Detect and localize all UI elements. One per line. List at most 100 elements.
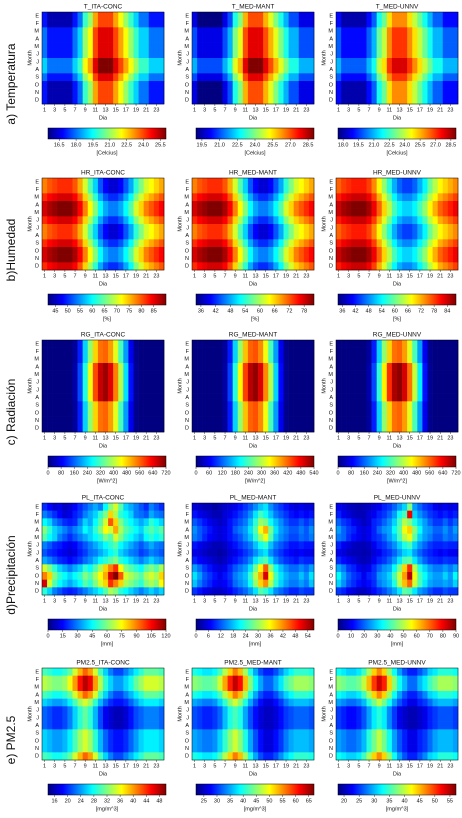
cell bbox=[391, 224, 398, 232]
cell bbox=[237, 178, 244, 186]
cell bbox=[82, 363, 89, 371]
cell bbox=[47, 370, 53, 379]
y-tick-label: S bbox=[185, 241, 189, 247]
cell bbox=[108, 363, 114, 371]
cell bbox=[87, 88, 94, 97]
cell bbox=[138, 386, 144, 394]
cell bbox=[288, 587, 294, 596]
cell bbox=[288, 416, 294, 425]
cell bbox=[217, 27, 223, 36]
cell bbox=[407, 216, 413, 225]
cell bbox=[422, 409, 428, 417]
cell bbox=[308, 752, 315, 761]
cell bbox=[371, 518, 377, 527]
x-tick-label: 21 bbox=[437, 598, 443, 604]
cell bbox=[133, 752, 139, 761]
cell bbox=[293, 510, 300, 519]
cell bbox=[192, 549, 198, 557]
cell bbox=[247, 12, 254, 20]
cell bbox=[336, 409, 342, 417]
cell bbox=[447, 549, 454, 557]
cell bbox=[108, 58, 114, 66]
cell bbox=[207, 378, 213, 387]
cell bbox=[278, 549, 284, 557]
cell bbox=[227, 714, 233, 722]
cell bbox=[143, 178, 150, 186]
cell bbox=[207, 691, 213, 699]
cell bbox=[113, 254, 119, 263]
cell bbox=[158, 744, 165, 753]
cell bbox=[52, 208, 58, 217]
cell bbox=[336, 96, 342, 105]
cell bbox=[143, 729, 150, 738]
cell bbox=[62, 416, 68, 425]
cell bbox=[133, 393, 139, 402]
cell bbox=[227, 401, 233, 410]
cell bbox=[346, 239, 352, 248]
x-tick-label: 19 bbox=[133, 107, 139, 113]
cell bbox=[422, 65, 428, 74]
cell bbox=[288, 675, 294, 684]
cell bbox=[361, 178, 367, 186]
cell bbox=[222, 262, 228, 271]
cell bbox=[192, 698, 198, 707]
cell bbox=[108, 19, 114, 28]
cell bbox=[376, 668, 383, 676]
cell bbox=[192, 208, 198, 217]
cell bbox=[97, 424, 104, 433]
cell bbox=[293, 178, 300, 186]
cell bbox=[72, 393, 78, 402]
cell bbox=[386, 370, 393, 379]
x-tick-label: 13 bbox=[396, 107, 402, 113]
cell bbox=[197, 35, 203, 43]
cell bbox=[412, 510, 418, 519]
cell bbox=[278, 729, 284, 738]
cell bbox=[407, 50, 413, 59]
cell bbox=[288, 208, 294, 217]
cell bbox=[237, 65, 244, 74]
cell bbox=[341, 193, 347, 202]
cell bbox=[278, 378, 284, 387]
cell bbox=[67, 510, 73, 519]
colorbar-label: [W/m^2] bbox=[97, 478, 117, 484]
cell bbox=[346, 58, 352, 66]
cell bbox=[437, 185, 444, 194]
cell bbox=[386, 208, 393, 217]
cell bbox=[222, 201, 228, 209]
cell bbox=[192, 96, 198, 105]
cell bbox=[366, 533, 372, 542]
cell bbox=[381, 587, 388, 596]
cell bbox=[138, 340, 144, 348]
cell bbox=[422, 564, 428, 573]
cell bbox=[227, 65, 233, 74]
y-tick-label: O bbox=[185, 573, 190, 579]
cell bbox=[258, 564, 264, 573]
cell bbox=[341, 541, 347, 550]
cell bbox=[336, 19, 342, 28]
cell bbox=[92, 262, 99, 271]
cell bbox=[361, 340, 367, 348]
cell bbox=[202, 27, 208, 36]
cell bbox=[346, 193, 352, 202]
cell bbox=[207, 208, 213, 217]
cell bbox=[92, 65, 99, 74]
cell bbox=[197, 416, 203, 425]
cell bbox=[273, 401, 279, 410]
cell bbox=[293, 714, 300, 722]
cell bbox=[202, 587, 208, 596]
cell bbox=[298, 12, 305, 20]
cell bbox=[118, 556, 124, 565]
cell bbox=[212, 714, 218, 722]
cell bbox=[386, 50, 393, 59]
cell bbox=[207, 193, 213, 202]
y-tick-label: M bbox=[328, 520, 333, 526]
cell bbox=[108, 401, 114, 410]
y-tick-label: O bbox=[35, 573, 40, 579]
y-tick-label: S bbox=[185, 403, 189, 409]
cell bbox=[222, 178, 228, 186]
colorbar-tick-label: 10 bbox=[348, 633, 354, 639]
cell bbox=[72, 503, 78, 511]
cell bbox=[273, 239, 279, 248]
cell bbox=[298, 691, 305, 699]
cell bbox=[82, 193, 89, 202]
